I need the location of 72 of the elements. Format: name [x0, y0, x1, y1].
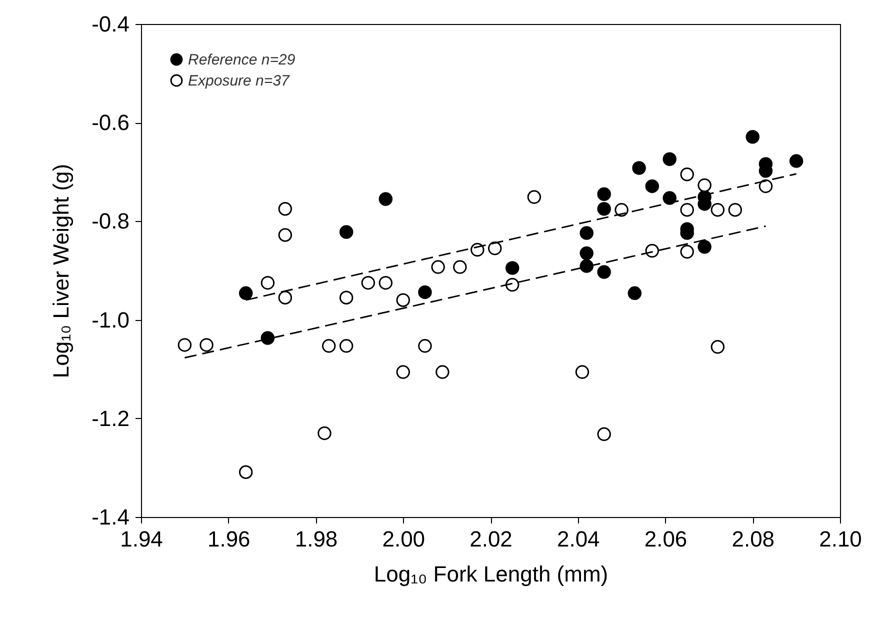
point [728, 203, 742, 217]
point [396, 365, 410, 379]
x-tick-label: 2.08 [732, 526, 775, 552]
y-tick-label: -0.8 [92, 208, 130, 234]
x-tick-label: 2.00 [382, 526, 426, 552]
point [580, 259, 594, 273]
point [710, 340, 725, 354]
point [318, 426, 332, 440]
point [662, 152, 676, 166]
point [178, 338, 192, 352]
point [418, 339, 432, 353]
point [698, 178, 712, 192]
point [645, 179, 660, 194]
point [339, 290, 354, 304]
point [339, 339, 354, 353]
point [680, 203, 694, 217]
point [436, 365, 450, 379]
point [488, 241, 502, 256]
x-tick-label: 1.98 [294, 526, 338, 552]
point [758, 179, 773, 194]
point [580, 226, 594, 240]
point [278, 290, 292, 304]
point [260, 276, 275, 290]
point [238, 286, 253, 300]
point [527, 190, 542, 204]
x-axis-title: Log₁₀ Fork Length (mm) [374, 562, 608, 586]
point [396, 293, 410, 307]
point [597, 427, 611, 442]
point [628, 286, 642, 300]
point [662, 191, 676, 205]
point [453, 260, 467, 274]
point [597, 187, 611, 201]
point [632, 161, 646, 175]
point [505, 278, 520, 292]
x-tick-label: 2.06 [644, 526, 688, 552]
point [597, 202, 611, 216]
point [597, 265, 611, 279]
point [322, 339, 336, 353]
y-tick-label: -0.6 [92, 110, 130, 136]
point [378, 192, 393, 206]
point [580, 246, 594, 260]
point [339, 225, 354, 239]
point [431, 260, 445, 274]
point [200, 338, 214, 352]
y-axis-title: Log₁₀ Liver Weight (g) [48, 164, 74, 378]
x-tick-label: 1.96 [207, 526, 250, 552]
point [418, 285, 432, 300]
point [505, 261, 520, 275]
point [575, 365, 590, 379]
x-tick-label: 1.94 [120, 526, 163, 552]
legend-label: Exposure n=37 [188, 72, 290, 90]
point [238, 465, 253, 479]
point [710, 203, 725, 217]
point [278, 202, 292, 216]
point [260, 331, 275, 345]
x-tick-label: 2.02 [470, 526, 512, 552]
legend-label: Reference n=29 [188, 52, 296, 68]
point [698, 240, 712, 254]
point [378, 276, 393, 290]
y-tick-label: -1.2 [92, 406, 130, 431]
y-tick-label: -1.0 [92, 307, 130, 332]
point [680, 244, 694, 259]
x-tick-label: 2.04 [556, 526, 600, 552]
point [746, 130, 760, 144]
x-tick-label: 2.10 [819, 526, 862, 552]
y-tick-label: -0.4 [92, 12, 130, 36]
point [361, 276, 376, 290]
point [789, 154, 804, 168]
point [278, 228, 292, 242]
y-tick-label: -1.4 [92, 504, 130, 530]
point [645, 244, 660, 258]
point [680, 168, 694, 182]
